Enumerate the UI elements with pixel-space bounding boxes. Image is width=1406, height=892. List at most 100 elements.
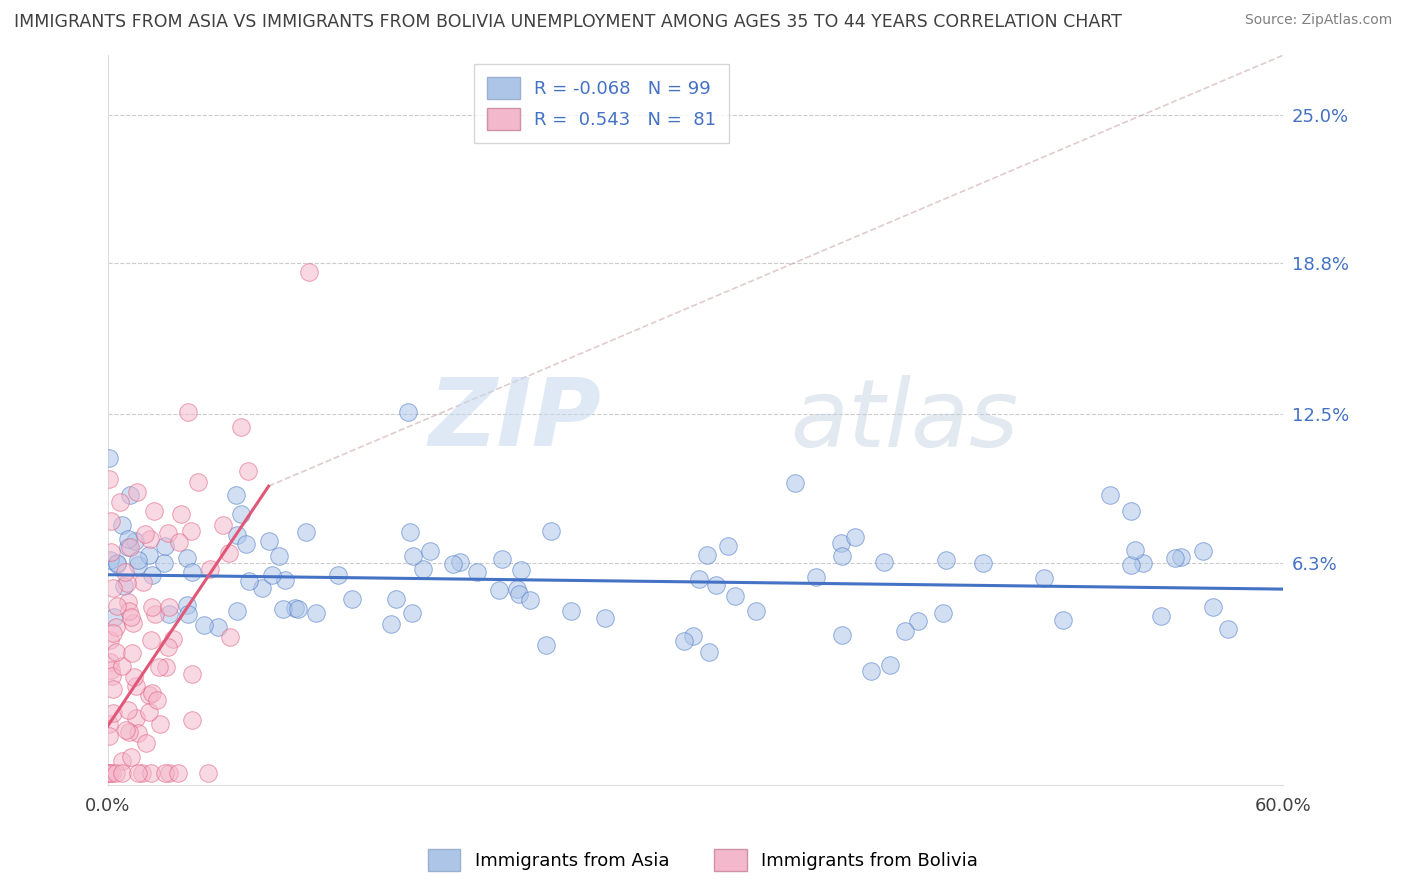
Point (155, 659, 177, 673)
Point (785, 476, 807, 491)
Point (873, 555, 896, 569)
Point (593, 611, 616, 625)
Point (226, 605, 249, 619)
Point (465, 565, 488, 579)
Point (100, 553, 122, 567)
Point (98, 717, 121, 731)
Point (396, 405, 419, 419)
Point (257, 534, 280, 549)
Point (907, 614, 929, 628)
Point (402, 549, 425, 564)
Point (118, 724, 141, 739)
Point (560, 604, 582, 618)
Point (180, 566, 202, 580)
Point (412, 562, 434, 576)
Point (704, 578, 727, 592)
Point (238, 574, 260, 589)
Point (696, 548, 718, 562)
Point (1032, 571, 1054, 585)
Point (111, 754, 134, 768)
Point (540, 524, 562, 539)
Point (111, 766, 134, 780)
Point (1202, 600, 1225, 615)
Point (181, 713, 204, 727)
Point (252, 581, 274, 595)
Point (105, 645, 128, 659)
Point (682, 629, 704, 643)
Point (510, 564, 533, 578)
Point (180, 524, 202, 539)
Point (121, 647, 143, 661)
Point (1121, 558, 1143, 573)
Point (152, 556, 174, 570)
Point (127, 726, 149, 740)
Point (180, 667, 202, 681)
Point (98, 632, 121, 647)
Point (138, 705, 160, 719)
Point (267, 549, 290, 563)
Point (121, 616, 143, 631)
Point (231, 420, 253, 434)
Point (105, 620, 128, 634)
Point (212, 518, 235, 533)
Point (97, 472, 120, 486)
Point (491, 552, 513, 566)
Point (111, 518, 134, 533)
Legend: R = -0.068   N = 99, R =  0.543   N =  81: R = -0.068 N = 99, R = 0.543 N = 81 (474, 64, 728, 143)
Point (724, 589, 747, 603)
Point (139, 766, 162, 780)
Point (103, 610, 125, 624)
Point (879, 657, 901, 672)
Point (146, 692, 169, 706)
Point (115, 723, 138, 737)
Point (1132, 556, 1154, 570)
Point (138, 548, 160, 562)
Point (235, 537, 257, 551)
Point (298, 265, 321, 279)
Point (804, 570, 827, 584)
Point (115, 576, 138, 591)
Point (449, 556, 471, 570)
Point (148, 660, 170, 674)
Point (105, 557, 128, 571)
Point (101, 668, 124, 682)
Point (688, 573, 710, 587)
Point (673, 634, 696, 648)
Point (118, 540, 141, 554)
Point (972, 556, 994, 570)
Point (127, 485, 149, 500)
Point (132, 575, 155, 590)
Point (141, 567, 163, 582)
Point (399, 524, 422, 539)
Point (274, 573, 297, 587)
Point (236, 464, 259, 478)
Point (1170, 550, 1192, 565)
Point (111, 658, 134, 673)
Point (157, 607, 180, 621)
Point (488, 582, 510, 597)
Point (894, 624, 917, 638)
Point (156, 526, 179, 541)
Point (131, 766, 153, 780)
Point (149, 717, 172, 731)
Point (295, 524, 318, 539)
Point (101, 766, 124, 780)
Point (197, 766, 219, 780)
Point (697, 644, 720, 658)
Point (127, 553, 149, 567)
Point (219, 630, 242, 644)
Point (97, 765, 120, 780)
Point (1123, 543, 1146, 558)
Point (260, 567, 283, 582)
Point (1163, 551, 1185, 566)
Point (1052, 613, 1074, 627)
Point (143, 607, 166, 621)
Point (98, 766, 121, 780)
Text: atlas: atlas (790, 375, 1018, 466)
Point (124, 711, 146, 725)
Point (120, 750, 142, 764)
Point (225, 487, 247, 501)
Point (380, 617, 402, 632)
Point (138, 688, 160, 702)
Point (401, 606, 423, 620)
